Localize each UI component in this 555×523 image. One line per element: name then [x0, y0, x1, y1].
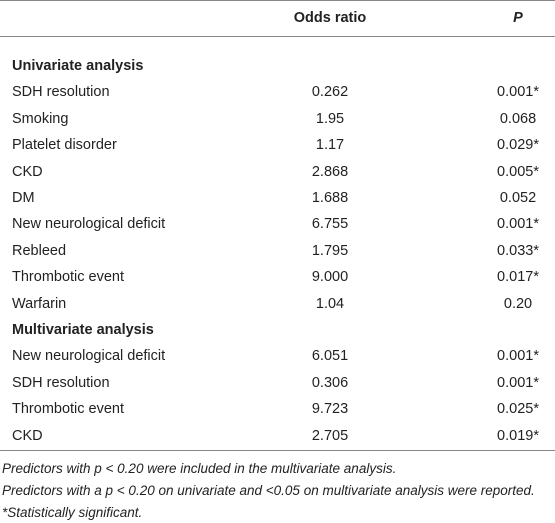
- odds-ratio: 6.755: [311, 216, 349, 233]
- table-rule: [0, 0, 555, 1]
- column-header: P: [513, 10, 523, 26]
- odds-ratio: 2.705: [311, 427, 349, 444]
- p-value: 0.033*: [497, 242, 539, 259]
- p-value: 0.029*: [497, 137, 539, 154]
- row-label: New neurological deficit: [12, 348, 166, 365]
- p-value: 0.017*: [497, 269, 539, 286]
- table-note: *Statistically significant.: [2, 505, 143, 520]
- p-value: 0.025*: [497, 401, 539, 418]
- row-label: Warfarin: [12, 295, 67, 312]
- row-label: Thrombotic event: [12, 401, 125, 418]
- row-label: Platelet disorder: [12, 137, 117, 154]
- table-note: Predictors with a p < 0.20 on univariate…: [2, 483, 535, 498]
- row-label: DM: [12, 190, 35, 206]
- table-rule: [0, 36, 555, 37]
- p-value: 0.001*: [497, 374, 539, 391]
- row-label: Rebleed: [12, 242, 67, 259]
- odds-ratio: 2.868: [311, 163, 349, 180]
- odds-ratio: 1.688: [311, 190, 349, 206]
- table-note: Predictors with p < 0.20 were included i…: [2, 461, 397, 476]
- p-value: 0.005*: [497, 163, 539, 180]
- odds-ratio: 6.051: [311, 348, 349, 365]
- table-rule: [0, 450, 555, 451]
- odds-ratio: 1.95: [315, 110, 345, 127]
- p-value: 0.019*: [497, 427, 539, 444]
- row-label: CKD: [12, 163, 43, 180]
- row-label: SDH resolution: [12, 374, 110, 391]
- odds-ratio: 1.17: [315, 137, 345, 154]
- row-label: CKD: [12, 427, 43, 444]
- p-value: 0.068: [499, 110, 537, 127]
- row-label: Thrombotic event: [12, 269, 125, 286]
- odds-ratio: 0.306: [311, 374, 349, 391]
- odds-ratio: 0.262: [311, 84, 349, 101]
- odds-ratio: 9.000: [311, 269, 349, 286]
- row-label: New neurological deficit: [12, 216, 166, 233]
- row-label: SDH resolution: [12, 84, 110, 101]
- odds-ratio: 1.04: [315, 295, 345, 312]
- p-value: 0.001*: [497, 216, 539, 233]
- row-label: Smoking: [12, 110, 69, 127]
- odds-ratio: 9.723: [311, 401, 349, 418]
- odds-ratio: 1.795: [311, 242, 349, 259]
- p-value: 0.20: [503, 295, 533, 312]
- section-title: Multivariate analysis: [12, 322, 154, 338]
- column-header: Odds ratio: [293, 10, 367, 26]
- p-value: 0.001*: [497, 84, 539, 101]
- p-value: 0.052: [499, 190, 537, 206]
- p-value: 0.001*: [497, 348, 539, 365]
- section-title: Univariate analysis: [12, 58, 144, 74]
